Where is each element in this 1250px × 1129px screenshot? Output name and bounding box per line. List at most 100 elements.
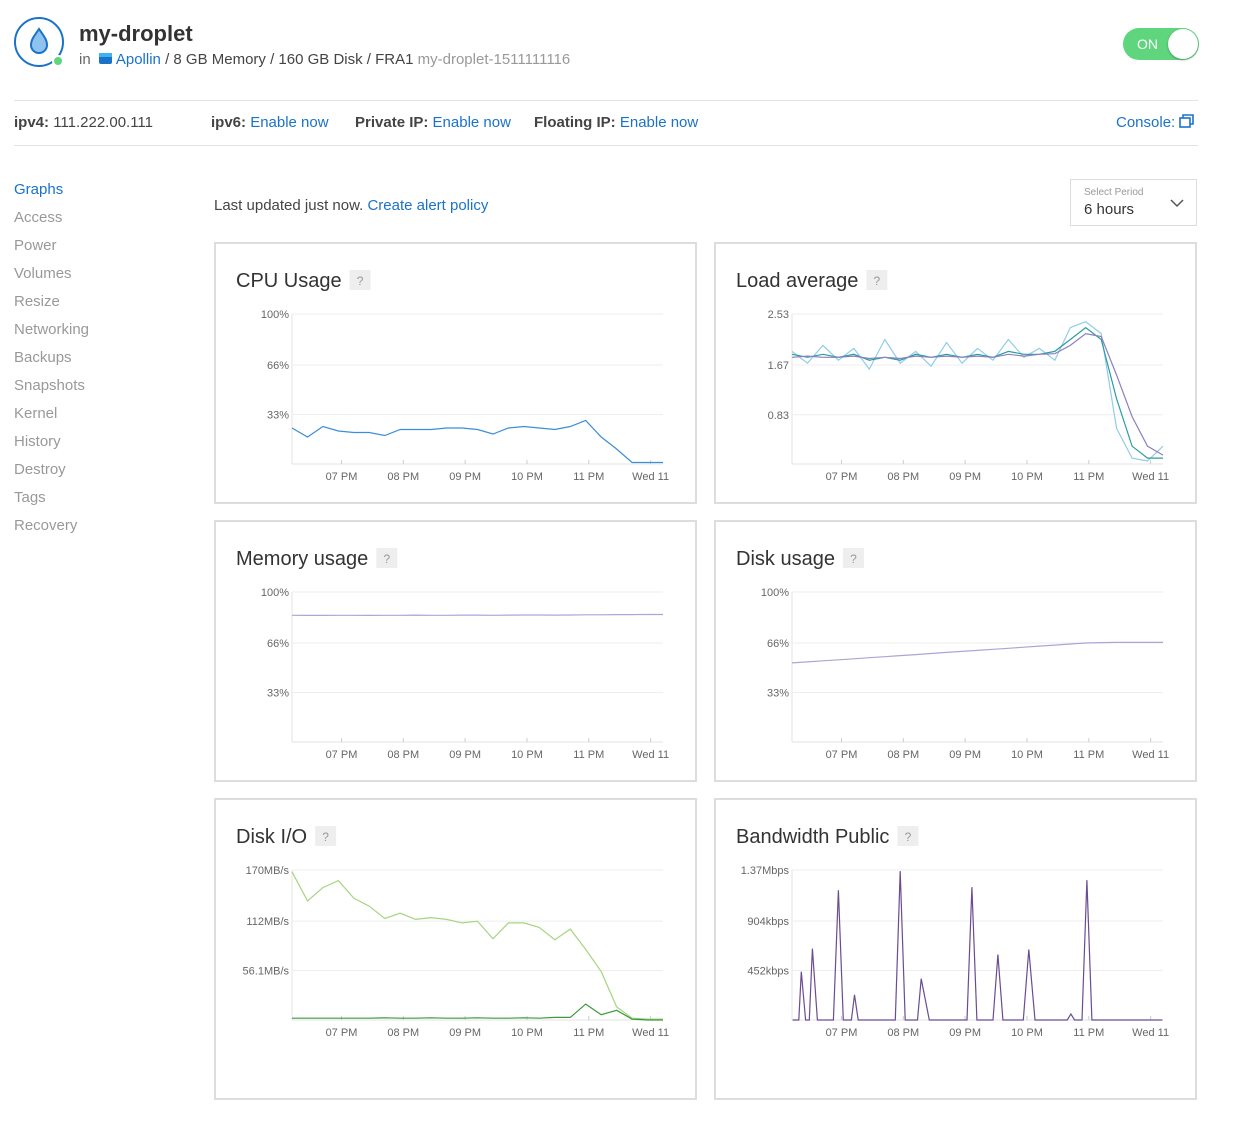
y-tick-label: 1.37Mbps [741,865,790,877]
sidebar-item[interactable]: Volumes [14,265,72,282]
console-icon [1179,114,1195,128]
x-tick-label: 08 PM [387,749,419,761]
ipv4: ipv4: 111.222.00.111 [14,114,153,131]
x-tick-label: 08 PM [887,749,919,761]
y-tick-label: 112MB/s [246,916,289,928]
droplet-specs: / 8 GB Memory / 160 GB Disk / FRA1 [165,51,414,68]
x-tick-label: 09 PM [449,749,481,761]
chart-card: CPU Usage? 33% 66% 100% 07 PM 08 PM 09 PM 10 PM… [214,242,697,504]
help-badge [349,270,371,290]
sidebar-item[interactable]: Backups [14,349,72,366]
series-line [291,613,663,617]
private-link[interactable]: Enable now [432,114,511,131]
divider [14,145,1198,146]
x-tick-label: 11 PM [1073,471,1104,483]
y-tick-label: 2.53 [768,309,789,321]
project-link[interactable]: Apollin [115,51,161,68]
chart-card: Load average? 0.83 1.67 2.53 07 PM 08 PM 09 PM… [714,242,1197,504]
toggle-knob [1168,29,1198,59]
y-tick-label: 452kbps [747,966,789,978]
help-badge [866,270,888,290]
help-text: ? [905,830,912,844]
sidebar-item[interactable]: Graphs [14,181,64,198]
x-tick-label: Wed 11 [1132,471,1169,483]
chart: Memory usage ? 33% 66% 100% 07 PM 08 PM 09 PM 10… [236,548,669,761]
help-badge [897,826,919,846]
chart-card: Memory usage? 33% 66% 100% 07 PM 08 PM 09 PM 10… [214,520,697,782]
period-select[interactable]: Select Period 6 hours [1070,179,1197,226]
toggle-label: ON [1137,36,1158,52]
ipv6-link[interactable]: Enable now [250,114,329,131]
chart-title: Disk usage [736,548,835,570]
sidebar-item[interactable]: Destroy [14,461,66,478]
sidebar-item[interactable]: Access [14,209,63,226]
x-tick-label: 07 PM [326,1027,358,1039]
x-tick-label: 09 PM [449,471,481,483]
series-line [791,326,1163,459]
y-tick-label: 100% [261,309,289,321]
toolbar: Last updated just now. Create alert poli… [214,197,488,214]
period-label: Select Period [1084,187,1144,198]
chart-card: Disk usage? 33% 66% 100% 07 PM 08 PM 09 PM 10 P… [714,520,1197,782]
x-tick-label: 07 PM [326,471,358,483]
ipv6-label: ipv6: [211,114,247,131]
x-tick-label: Wed 11 [1132,1027,1169,1039]
chart-card: Bandwidth Public? 452kbps 904kbps 1.37Mbps 0… [714,798,1197,1100]
chevron [1170,199,1184,208]
x-tick-label: 08 PM [887,1027,919,1039]
y-tick-label: 170MB/s [246,865,290,877]
y-tick-label: 33% [767,688,789,700]
alert-link[interactable]: Create alert policy [367,197,489,214]
y-tick-label: 66% [267,638,289,650]
sidebar-item[interactable]: Networking [14,321,90,338]
y-tick-label: 904kbps [747,916,789,928]
y-tick-label: 33% [267,410,289,422]
help-text: ? [322,830,329,844]
x-tick-label: 09 PM [949,471,981,483]
x-tick-label: 10 PM [1011,749,1043,761]
droplet-meta: in Apollin / 8 GB Memory / 160 GB Disk /… [79,51,570,68]
sidebar-item[interactable]: Kernel [14,405,58,422]
hostname: my-droplet-1511111116 [417,51,571,68]
y-tick-label: 100% [261,587,289,599]
droplet-name: my-droplet [79,21,193,46]
project-icon [98,53,112,64]
power-toggle[interactable]: ON [1123,28,1199,60]
x-tick-label: 11 PM [573,1027,604,1039]
private-label: Private IP: [355,114,429,131]
sidebar-item[interactable]: Recovery [14,517,78,534]
x-tick-label: 11 PM [573,749,604,761]
x-tick-label: 09 PM [949,1027,981,1039]
sidebar-item[interactable]: Snapshots [14,377,85,394]
sidebar-item[interactable]: Tags [14,489,46,506]
x-tick-label: Wed 11 [1132,749,1169,761]
x-tick-label: 08 PM [387,1027,419,1039]
x-tick-label: 11 PM [1073,749,1104,761]
sidebar-item[interactable]: History [14,433,61,450]
help-badge [315,826,337,846]
series-line [291,419,663,464]
ipv4-value: 111.222.00.111 [53,114,154,131]
x-tick-label: 07 PM [826,471,858,483]
help-text: ? [357,274,364,288]
sidebar-item[interactable]: Power [14,237,57,254]
x-tick-label: Wed 11 [632,1027,669,1039]
y-tick-label: 66% [267,360,289,372]
series-line [791,332,1164,456]
console-link[interactable]: Console: [1116,114,1195,131]
chart-title: Disk I/O [236,826,307,848]
sidebar-item[interactable]: Resize [14,293,60,310]
chart-title: CPU Usage [236,270,342,292]
chart-card: Disk I/O? 56.1MB/s 112MB/s 170MB/s 07 PM 08 P… [214,798,697,1100]
x-tick-label: 11 PM [1073,1027,1104,1039]
y-tick-label: 56.1MB/s [243,966,290,978]
chart: Load average ? 0.83 1.67 2.53 07 PM 08 PM 09 PM… [736,270,1169,483]
x-tick-label: 10 PM [1011,471,1043,483]
y-tick-label: 1.67 [768,360,789,372]
chart: Bandwidth Public ? 452kbps 904kbps 1.37Mbps 0… [736,826,1169,1039]
floating-link[interactable]: Enable now [619,114,699,131]
y-tick-label: 66% [767,638,789,650]
chart-title: Memory usage [236,548,368,570]
chart-title: Bandwidth Public [736,826,889,848]
